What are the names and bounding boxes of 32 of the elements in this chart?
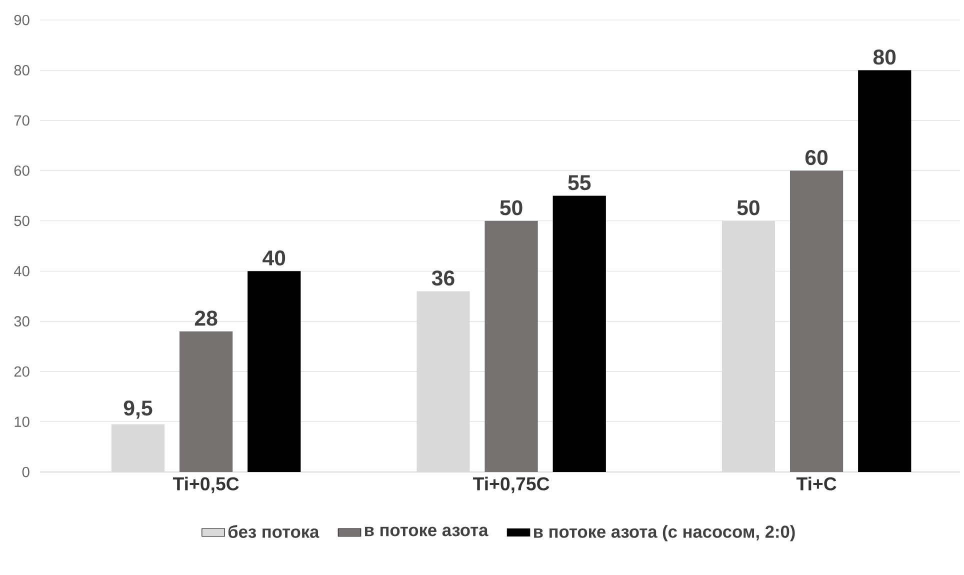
bar	[858, 70, 912, 472]
y-tick-label: 50	[14, 216, 30, 226]
bar	[111, 424, 165, 472]
data-label: 28	[194, 310, 218, 326]
y-tick-label: 80	[14, 65, 30, 76]
data-label: 80	[873, 50, 896, 65]
y-tick-label: 30	[14, 316, 30, 327]
y-tick-label: 40	[14, 266, 30, 276]
data-label: 55	[568, 175, 591, 190]
x-tick-label: Ti+0,75C	[473, 476, 550, 494]
y-tick-label: 60	[14, 165, 30, 176]
bar	[484, 220, 538, 472]
y-tick-label: 0	[22, 466, 30, 478]
bar	[180, 331, 233, 472]
data-label: 50	[737, 200, 760, 216]
bar	[248, 271, 301, 472]
y-tick-label: 10	[14, 416, 30, 427]
bar	[790, 170, 844, 472]
data-label: 9,5	[124, 400, 152, 419]
legend-label: в потоке азота (с насосом, 2:0)	[534, 525, 795, 542]
y-tick-label: 90	[14, 14, 30, 26]
y-tick-label: 20	[14, 366, 30, 377]
data-label: 50	[500, 200, 522, 216]
legend-label: без потока	[228, 525, 320, 538]
data-label: 40	[262, 250, 286, 266]
legend-label: в потоке азота	[365, 526, 488, 536]
data-label: 60	[805, 150, 828, 166]
x-tick-label: Ti+0,5C	[172, 476, 239, 494]
x-tick-label: Ti+C	[796, 476, 836, 490]
bar	[552, 196, 606, 472]
y-tick-label: 70	[14, 115, 30, 126]
data-label: 36	[432, 270, 454, 286]
